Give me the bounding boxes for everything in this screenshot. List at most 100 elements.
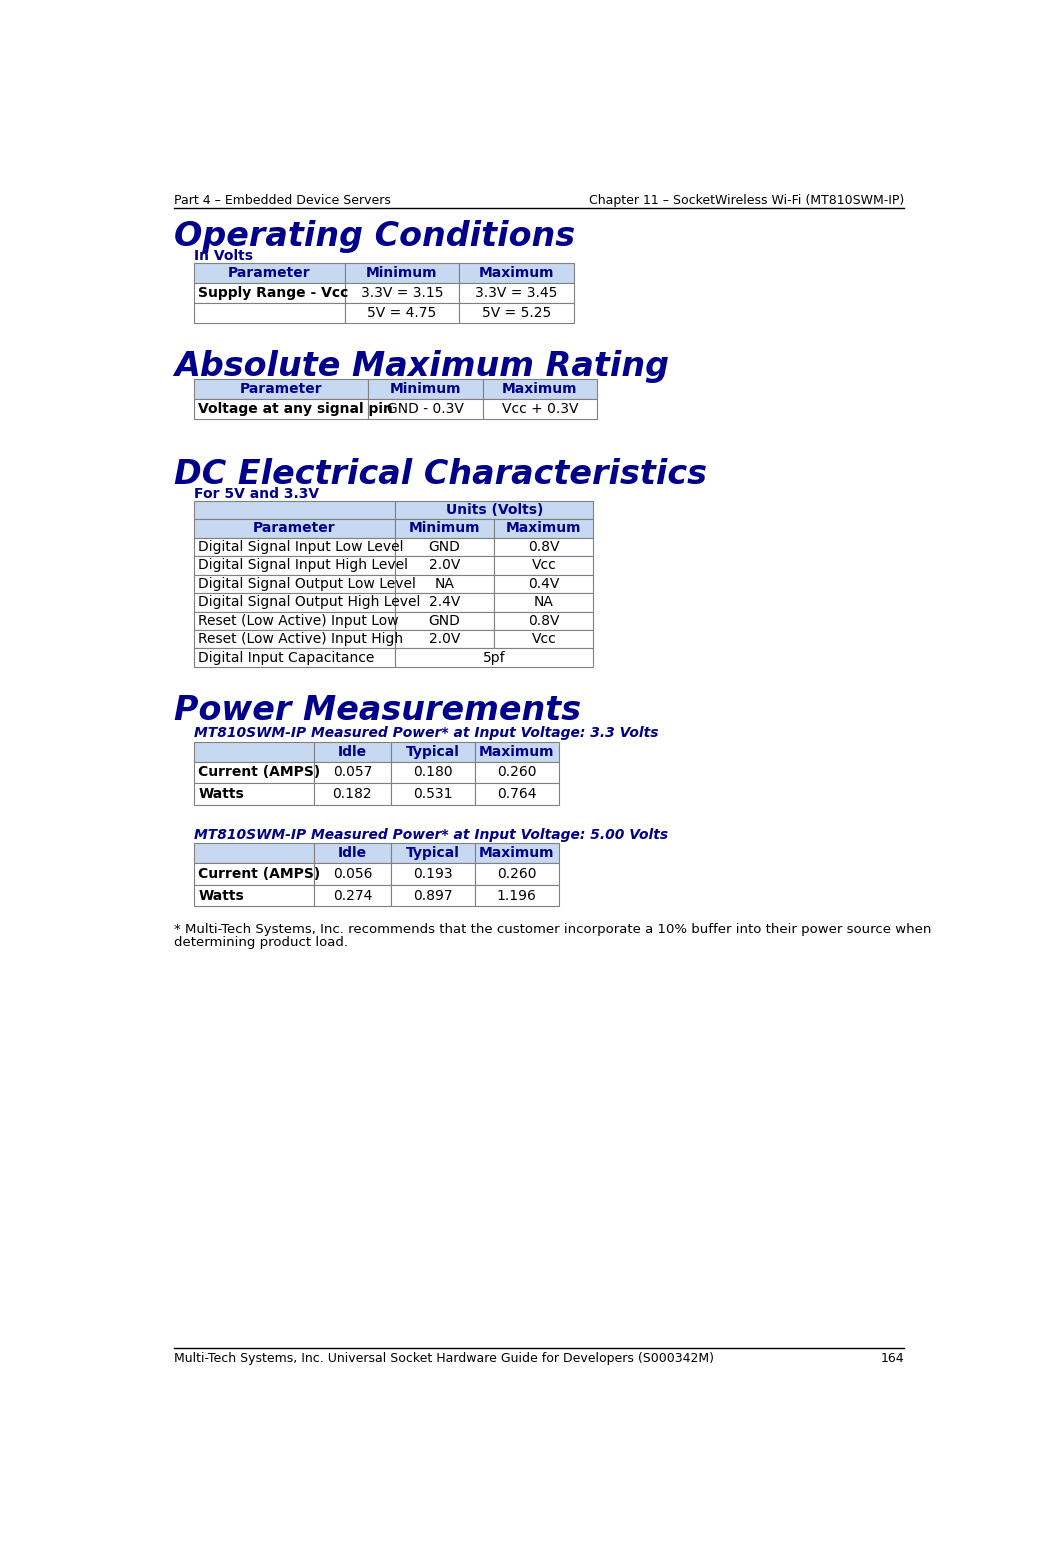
Bar bbox=[194, 630, 394, 649]
Text: Minimum: Minimum bbox=[389, 382, 461, 396]
Bar bbox=[483, 399, 598, 419]
Text: In Volts: In Volts bbox=[194, 248, 252, 264]
Text: Current (AMPS): Current (AMPS) bbox=[198, 868, 321, 881]
Bar bbox=[474, 863, 559, 885]
Text: Typical: Typical bbox=[406, 846, 460, 860]
Text: 0.8V: 0.8V bbox=[528, 539, 560, 553]
Bar bbox=[391, 843, 474, 863]
Text: Vcc: Vcc bbox=[531, 558, 557, 572]
Bar bbox=[460, 282, 574, 302]
Text: MT810SWM-IP Measured Power* at Input Voltage: 3.3 Volts: MT810SWM-IP Measured Power* at Input Vol… bbox=[194, 726, 658, 740]
Text: Parameter: Parameter bbox=[240, 382, 322, 396]
Text: Watts: Watts bbox=[198, 889, 244, 903]
Bar bbox=[394, 649, 593, 667]
Bar bbox=[194, 302, 345, 322]
Text: Parameter: Parameter bbox=[252, 521, 336, 535]
Text: 5pf: 5pf bbox=[483, 650, 506, 664]
Text: 1.196: 1.196 bbox=[497, 889, 537, 903]
Text: 0.180: 0.180 bbox=[413, 766, 452, 780]
Bar bbox=[391, 885, 474, 906]
Bar bbox=[345, 302, 460, 322]
Bar bbox=[313, 783, 391, 804]
Text: Maximum: Maximum bbox=[502, 382, 578, 396]
Text: 3.3V = 3.45: 3.3V = 3.45 bbox=[476, 285, 558, 299]
Bar bbox=[194, 593, 394, 612]
Text: Operating Conditions: Operating Conditions bbox=[175, 219, 575, 253]
Bar bbox=[313, 863, 391, 885]
Bar bbox=[194, 556, 394, 575]
Text: 0.057: 0.057 bbox=[332, 766, 372, 780]
Text: 0.8V: 0.8V bbox=[528, 613, 560, 627]
Text: Digital Signal Input Low Level: Digital Signal Input Low Level bbox=[198, 539, 404, 553]
Text: 2.4V: 2.4V bbox=[429, 595, 461, 609]
Bar bbox=[394, 519, 494, 538]
Text: Maximum: Maximum bbox=[479, 744, 554, 758]
Text: Digital Signal Output Low Level: Digital Signal Output Low Level bbox=[198, 576, 416, 590]
Bar bbox=[368, 399, 483, 419]
Text: Voltage at any signal pin: Voltage at any signal pin bbox=[198, 402, 393, 416]
Bar bbox=[460, 262, 574, 282]
Bar bbox=[494, 538, 593, 556]
Text: 5V = 4.75: 5V = 4.75 bbox=[367, 305, 437, 319]
Text: DC Electrical Characteristics: DC Electrical Characteristics bbox=[175, 458, 707, 490]
Bar bbox=[194, 885, 313, 906]
Bar bbox=[194, 843, 313, 863]
Bar bbox=[368, 379, 483, 399]
Bar bbox=[194, 282, 345, 302]
Bar bbox=[194, 538, 394, 556]
Bar bbox=[394, 556, 494, 575]
Text: Power Measurements: Power Measurements bbox=[175, 693, 582, 727]
Bar bbox=[460, 302, 574, 322]
Bar bbox=[194, 501, 394, 519]
Text: 164: 164 bbox=[881, 1351, 904, 1365]
Bar bbox=[194, 741, 313, 761]
Text: Reset (Low Active) Input Low: Reset (Low Active) Input Low bbox=[198, 613, 399, 627]
Text: 0.274: 0.274 bbox=[332, 889, 372, 903]
Bar bbox=[391, 863, 474, 885]
Bar bbox=[394, 538, 494, 556]
Bar bbox=[494, 575, 593, 593]
Bar bbox=[474, 741, 559, 761]
Bar bbox=[194, 262, 345, 282]
Text: Parameter: Parameter bbox=[227, 265, 310, 280]
Bar bbox=[394, 593, 494, 612]
Bar bbox=[194, 783, 313, 804]
Bar bbox=[194, 863, 313, 885]
Text: GND: GND bbox=[428, 613, 461, 627]
Bar bbox=[194, 399, 368, 419]
Text: Absolute Maximum Rating: Absolute Maximum Rating bbox=[175, 350, 669, 382]
Text: 0.260: 0.260 bbox=[497, 766, 537, 780]
Text: * Multi-Tech Systems, Inc. recommends that the customer incorporate a 10% buffer: * Multi-Tech Systems, Inc. recommends th… bbox=[175, 923, 931, 937]
Bar bbox=[394, 630, 494, 649]
Text: 0.531: 0.531 bbox=[413, 787, 452, 801]
Bar bbox=[391, 761, 474, 783]
Text: Typical: Typical bbox=[406, 744, 460, 758]
Text: GND: GND bbox=[428, 539, 461, 553]
Text: Part 4 – Embedded Device Servers: Part 4 – Embedded Device Servers bbox=[175, 194, 391, 206]
Text: MT810SWM-IP Measured Power* at Input Voltage: 5.00 Volts: MT810SWM-IP Measured Power* at Input Vol… bbox=[194, 828, 668, 841]
Text: Supply Range - Vcc: Supply Range - Vcc bbox=[198, 285, 348, 299]
Text: 0.193: 0.193 bbox=[413, 868, 452, 881]
Bar bbox=[194, 612, 394, 630]
Text: Minimum: Minimum bbox=[409, 521, 481, 535]
Text: 0.260: 0.260 bbox=[497, 868, 537, 881]
Text: 5V = 5.25: 5V = 5.25 bbox=[482, 305, 551, 319]
Bar bbox=[194, 379, 368, 399]
Text: Reset (Low Active) Input High: Reset (Low Active) Input High bbox=[198, 632, 403, 646]
Bar bbox=[474, 761, 559, 783]
Text: determining product load.: determining product load. bbox=[175, 935, 348, 949]
Bar bbox=[494, 519, 593, 538]
Text: 3.3V = 3.15: 3.3V = 3.15 bbox=[361, 285, 443, 299]
Bar bbox=[313, 761, 391, 783]
Text: Idle: Idle bbox=[338, 846, 367, 860]
Bar bbox=[194, 575, 394, 593]
Bar bbox=[313, 741, 391, 761]
Text: Vcc: Vcc bbox=[531, 632, 557, 646]
Bar bbox=[345, 282, 460, 302]
Text: GND - 0.3V: GND - 0.3V bbox=[387, 402, 464, 416]
Text: Digital Signal Input High Level: Digital Signal Input High Level bbox=[198, 558, 408, 572]
Bar bbox=[313, 843, 391, 863]
Text: Multi-Tech Systems, Inc. Universal Socket Hardware Guide for Developers (S000342: Multi-Tech Systems, Inc. Universal Socke… bbox=[175, 1351, 714, 1365]
Text: 0.4V: 0.4V bbox=[528, 576, 560, 590]
Text: Watts: Watts bbox=[198, 787, 244, 801]
